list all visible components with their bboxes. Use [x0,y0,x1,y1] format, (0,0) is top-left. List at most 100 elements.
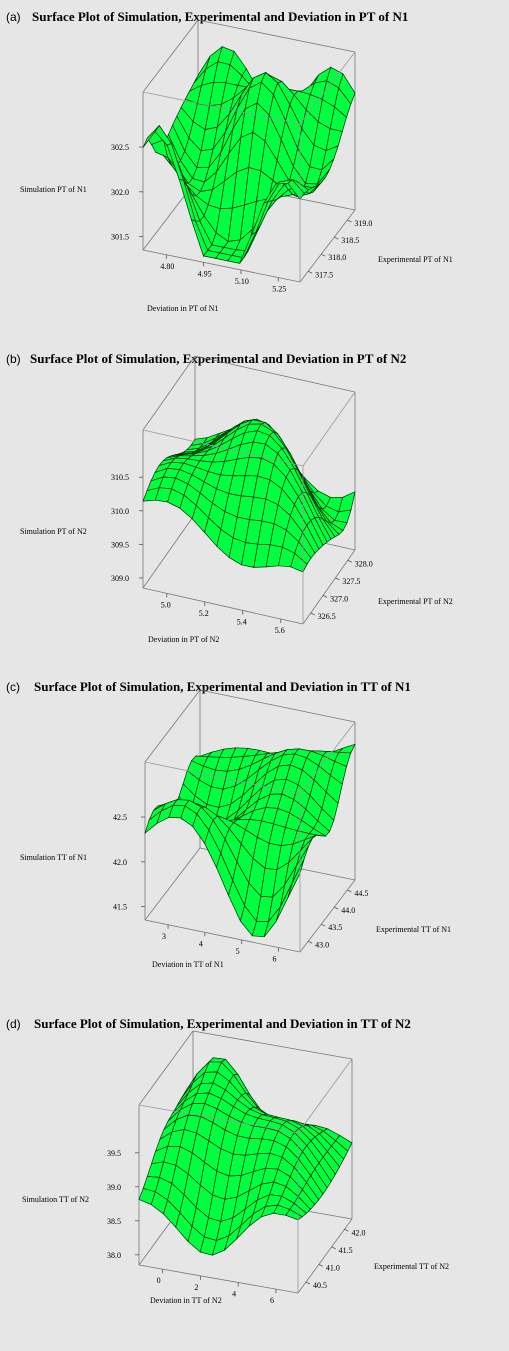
y-tick-mark [322,595,328,598]
surface-mesh [142,418,356,573]
box-edge [144,847,201,921]
surface-plot: 5.0 5.2 5.4 5.6 326.5 327.0 327.5 328.0 309.0 309… [111,355,453,644]
box-edge [299,209,356,283]
panel-label: (c) [6,680,20,694]
box-edge [142,355,196,431]
z-tick-label: 41.5 [113,903,127,912]
surface-plot: 0 2 4 6 40.5 41.0 41.5 42.0 38.0 38.5 39.0 39.5 Devi… [107,1030,449,1305]
z-tick-label: 42.5 [113,813,127,822]
box-edge [297,1218,353,1294]
y-tick-label: 317.5 [315,270,333,279]
z-axis-label: Simulation PT of N1 [20,185,87,194]
z-tick-label: 302.5 [111,143,129,152]
y-tick-label: 44.0 [341,906,355,915]
z-tick-label: 39.0 [107,1183,121,1192]
x-tick-label: 3 [162,932,166,941]
y-tick-label: 326.5 [318,612,336,621]
y-tick-mark [344,1228,349,1232]
box-edge-front [144,761,301,795]
x-axis-label: Deviation in TT of N2 [150,1296,222,1305]
box-edge [197,19,356,53]
x-tick-label: 5.6 [275,626,285,635]
z-tick-label: 39.5 [107,1149,121,1158]
x-tick-label: 2 [194,1283,198,1292]
x-tick-label: 4.95 [198,269,212,278]
y-tick-mark [347,219,352,223]
x-tick-label: 4 [232,1289,236,1298]
y-tick-label: 318.0 [328,253,346,262]
x-tick-label: 6 [272,955,276,964]
x-tick-label: 5.25 [272,285,286,294]
chart-title: Surface Plot of Simulation, Experimental… [32,9,409,24]
chart-panel-d: (d) Surface Plot of Simulation, Experime… [0,1007,509,1351]
box-edge [144,919,301,953]
box-edge-front [299,51,356,125]
surface-plot: 3 4 5 6 43.0 43.5 44.0 44.5 41.5 42.0 42.5 Deviatio… [113,689,451,969]
chart-panel-b: (b) Surface Plot of Simulation, Experime… [0,342,509,670]
box-edge [194,355,356,393]
y-axis-label: Experimental PT of N1 [378,255,453,264]
x-tick-label: 5 [236,947,240,956]
surface-mesh [144,743,356,938]
x-axis-label: Deviation in PT of N1 [147,304,218,313]
box-edge-front [297,1058,353,1134]
y-tick-mark [334,906,339,910]
z-axis-label: Simulation PT of N2 [20,527,87,536]
panel-label: (d) [6,1017,21,1031]
y-tick-label: 41.5 [339,1246,353,1255]
y-tick-label: 327.0 [330,594,348,603]
box-edge [138,1030,194,1106]
x-tick-label: 5.10 [235,277,249,286]
surface-mesh [138,1057,353,1256]
y-tick-mark [318,1264,324,1267]
surface-plot: 4.80 4.95 5.10 5.25 317.5 318.0 318.5 319.0 301.… [111,19,453,313]
x-tick-label: 6 [270,1296,274,1305]
y-tick-mark [310,612,315,616]
y-tick-mark [347,889,352,893]
chart-panel-c: (c) Surface Plot of Simulation, Experime… [0,670,509,1007]
y-tick-mark [308,270,313,274]
z-tick-label: 38.0 [107,1251,121,1260]
x-tick-label: 4.80 [160,262,174,271]
chart-title: Surface Plot of Simulation, Experimental… [34,679,411,694]
y-tick-label: 328.0 [355,559,373,568]
y-tick-label: 43.5 [328,923,342,932]
y-tick-label: 327.5 [342,577,360,586]
z-tick-label: 302.0 [111,188,129,197]
box-edge-front [138,1104,299,1134]
box-edge [299,879,356,953]
surface-mesh [142,45,356,264]
z-tick-label: 309.0 [111,574,129,583]
box-edge [142,513,196,589]
box-edge [142,249,301,283]
y-tick-mark [331,1246,336,1250]
box-edge-front [142,429,304,467]
panel-label: (b) [6,352,21,366]
y-tick-mark [308,940,313,944]
box-edge-front [299,721,356,795]
y-tick-label: 318.5 [341,236,359,245]
x-tick-label: 5.2 [199,609,209,618]
y-tick-mark [334,236,339,240]
box-edge-front [302,391,356,467]
z-tick-label: 301.5 [111,233,129,242]
y-tick-label: 42.0 [352,1228,366,1237]
chart-panel-a: (a) Surface Plot of Simulation, Experime… [0,0,509,342]
box-edge [144,689,201,763]
panel-label: (a) [6,10,21,24]
x-tick-label: 5.0 [161,600,171,609]
y-tick-label: 40.5 [313,1281,327,1290]
y-tick-mark [321,253,326,257]
z-axis-label: Simulation TT of N1 [20,853,88,862]
y-tick-mark [321,923,326,927]
z-axis-label: Simulation TT of N2 [22,1195,90,1204]
y-axis-label: Experimental PT of N2 [378,597,453,606]
z-tick-label: 309.5 [111,540,129,549]
z-tick-label: 310.5 [111,473,129,482]
y-tick-label: 43.0 [315,940,329,949]
x-tick-label: 0 [157,1276,161,1285]
box-edge [192,1030,353,1060]
x-axis-label: Deviation in PT of N2 [148,635,219,644]
x-tick-label: 4 [199,939,203,948]
x-tick-label: 5.4 [237,617,247,626]
